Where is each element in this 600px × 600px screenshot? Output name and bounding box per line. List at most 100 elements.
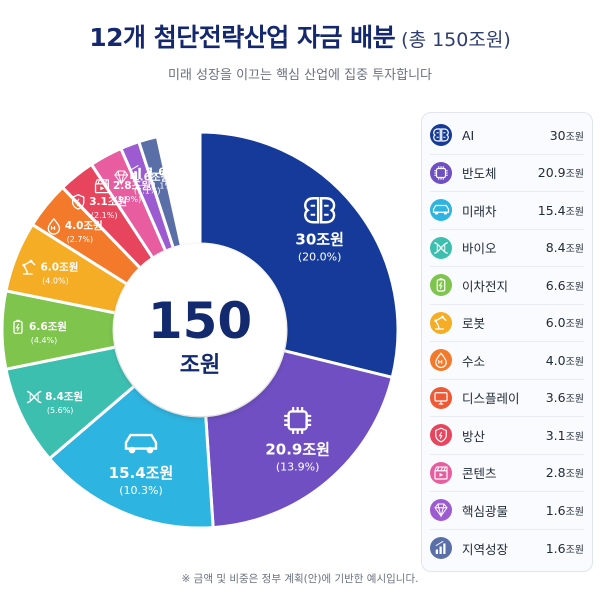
- legend-item: 지역성장 1.6조원: [430, 530, 584, 568]
- legend-unit: 조원: [565, 544, 584, 556]
- title-row: 12개 첨단전략산업 자금 배분 (총 150조원): [0, 18, 600, 54]
- slice-value-label: 20.9조원: [265, 440, 330, 458]
- legend-item: AI 30조원: [430, 117, 584, 155]
- legend-label: 디스플레이: [462, 391, 520, 407]
- slice-percent-label: (20.0%): [298, 250, 342, 263]
- dna-icon: [26, 390, 42, 404]
- center-total-unit: 조원: [180, 353, 220, 378]
- legend-label: 바이오: [462, 241, 497, 257]
- legend-label: 이차전지: [462, 278, 509, 294]
- donut-chart: 30조원 (20.0%) 20.9조원 (13.9%) 15.4조원 (10.3%) 8.4…: [0, 130, 400, 530]
- slice-percent-label: (2.1%): [91, 211, 118, 220]
- gem-icon: [430, 499, 452, 522]
- hydrogen-icon: [47, 217, 61, 235]
- slice-value-label: 30조원: [295, 230, 343, 248]
- dna-icon: [430, 236, 452, 259]
- car-icon: [430, 199, 452, 222]
- center-total-value: 150: [148, 292, 252, 350]
- legend-label: 반도체: [462, 166, 497, 182]
- car-icon: [124, 433, 158, 454]
- slice-value-label: 3.1조원: [89, 195, 127, 208]
- footnote: ※ 금액 및 비중은 정부 계획(안)에 기반한 예시입니다.: [181, 573, 419, 585]
- slice-percent-label: (2.7%): [67, 235, 94, 244]
- legend-item: 바이오 8.4조원: [430, 230, 584, 267]
- legend-unit: 조원: [565, 206, 584, 218]
- legend-value: 6.0조원: [545, 315, 584, 331]
- legend-unit: 조원: [565, 431, 584, 443]
- legend-item: 핵심광물 1.6조원: [430, 492, 584, 530]
- legend-value: 30조원: [549, 127, 584, 143]
- legend-item: 반도체 20.9조원: [430, 155, 584, 192]
- battery-icon: [430, 274, 452, 297]
- legend-item: 콘텐츠 2.8조원: [430, 455, 584, 492]
- robot-arm-icon: [22, 259, 36, 275]
- clapperboard-icon: [430, 461, 452, 484]
- legend-item: 로봇 6.0조원: [430, 305, 584, 342]
- robot-arm-icon: [430, 311, 452, 334]
- legend-label: AI: [462, 127, 475, 143]
- legend-value: 6.6조원: [545, 277, 584, 293]
- legend-unit: 조원: [565, 506, 584, 518]
- legend-label: 핵심광물: [462, 503, 509, 519]
- clapperboard-icon: [94, 179, 109, 194]
- legend-unit: 조원: [565, 394, 584, 406]
- legend-unit: 조원: [565, 169, 584, 181]
- legend-label: 수소: [462, 353, 486, 369]
- legend-item: 방산 3.1조원: [430, 417, 584, 455]
- slice-value-label: 1.6조원: [132, 170, 170, 183]
- legend-value: 8.4조원: [545, 240, 584, 256]
- legend-value: 15.4조원: [537, 202, 584, 218]
- legend-value: 3.6조원: [545, 390, 584, 406]
- shield-icon: [71, 194, 85, 210]
- brain-icon: [430, 124, 452, 147]
- legend-value: 20.9조원: [537, 165, 584, 181]
- slice-percent-label: (1.1%): [134, 186, 161, 195]
- legend-unit: 조원: [565, 281, 584, 293]
- gem-icon: [114, 170, 129, 186]
- slice-value-label: 6.6조원: [29, 320, 67, 333]
- bar-chart-icon: [130, 164, 141, 180]
- legend-label: 로봇: [462, 316, 486, 332]
- monitor-icon: [430, 386, 452, 409]
- slice-value-label: 15.4조원: [109, 464, 174, 482]
- legend-unit: 조원: [565, 244, 584, 256]
- slice-percent-label: (10.3%): [119, 484, 163, 497]
- shield-icon: [430, 424, 452, 447]
- bar-chart-icon: [430, 537, 452, 560]
- battery-icon: [13, 319, 23, 335]
- legend-unit: 조원: [565, 469, 584, 481]
- legend-value: 2.8조원: [545, 465, 584, 481]
- legend-value: 1.6조원: [545, 540, 584, 556]
- legend-unit: 조원: [565, 356, 584, 368]
- legend-unit: 조원: [565, 319, 584, 331]
- legend-item: 이차전지 6.6조원: [430, 267, 584, 305]
- legend-value: 3.1조원: [545, 427, 584, 443]
- slice-value-label: 1.6조원: [147, 166, 185, 179]
- legend-label: 지역성장: [462, 541, 509, 557]
- hydrogen-icon: [430, 349, 452, 372]
- legend-label: 콘텐츠: [462, 466, 497, 482]
- slice-value-label: 6.0조원: [40, 261, 78, 274]
- slices-group: [0, 130, 400, 530]
- brain-icon: [304, 197, 336, 224]
- chip-icon: [284, 406, 312, 434]
- slice-percent-label: (13.9%): [276, 460, 320, 473]
- chart-title-total: (총 150조원): [401, 29, 511, 51]
- chart-subtitle: 미래 성장을 이끄는 핵심 산업에 집중 투자합니다: [168, 68, 432, 83]
- slice-labels-group: 30조원 (20.0%) 20.9조원 (13.9%) 15.4조원 (10.3%) 8.4…: [13, 164, 344, 497]
- legend-value: 1.6조원: [545, 502, 584, 518]
- slice-percent-label: (1.1%): [149, 182, 176, 191]
- legend-item: 수소 4.0조원: [430, 342, 584, 380]
- legend-unit: 조원: [565, 131, 584, 143]
- chip-icon: [430, 161, 452, 184]
- slice-percent-label: (5.6%): [47, 406, 74, 415]
- legend-value: 4.0조원: [545, 352, 584, 368]
- donut-center: [114, 244, 286, 416]
- legend-item: 디스플레이 3.6조원: [430, 380, 584, 417]
- slice-value-label: 8.4조원: [45, 390, 83, 403]
- legend-label: 미래차: [462, 203, 497, 219]
- legend-label: 방산: [462, 428, 486, 444]
- slice-percent-label: (4.4%): [31, 336, 58, 345]
- slice-value-label: 4.0조원: [65, 219, 103, 232]
